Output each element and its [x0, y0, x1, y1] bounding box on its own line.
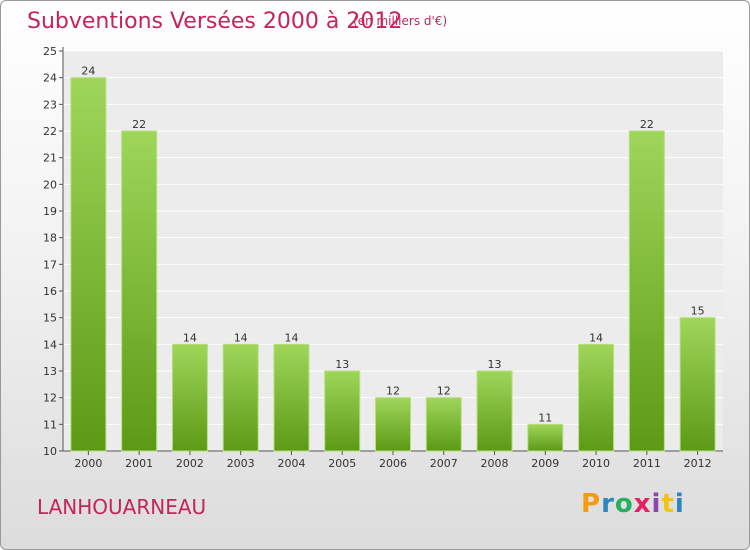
- x-tick-label: 2010: [582, 457, 610, 470]
- x-tick-label: 2012: [684, 457, 712, 470]
- x-tick-label: 2003: [227, 457, 255, 470]
- logo-letter: t: [661, 489, 675, 519]
- bar: [425, 397, 462, 452]
- y-tick-label: 18: [43, 232, 57, 245]
- x-tick-label: 2002: [176, 457, 204, 470]
- y-tick-label: 24: [43, 72, 57, 85]
- x-tick-label: 2005: [328, 457, 356, 470]
- bar: [628, 130, 665, 452]
- logo-letter: r: [601, 489, 615, 519]
- logo-letter: x: [633, 489, 652, 519]
- data-label: 22: [132, 118, 146, 131]
- y-tick-label: 13: [43, 365, 57, 378]
- x-tick-label: 2009: [531, 457, 559, 470]
- bar: [70, 77, 107, 452]
- data-label: 15: [691, 305, 705, 318]
- data-label: 14: [284, 331, 298, 344]
- bar: [324, 370, 361, 452]
- data-label: 14: [234, 331, 248, 344]
- data-label: 11: [538, 411, 552, 424]
- commune-name: LANHOUARNEAU: [37, 495, 207, 519]
- y-tick-label: 25: [43, 45, 57, 58]
- proxiti-logo: Proxiti: [581, 489, 685, 519]
- data-label: 14: [589, 331, 603, 344]
- y-tick-label: 20: [43, 178, 57, 191]
- data-label: 24: [81, 65, 95, 78]
- bar: [121, 130, 158, 452]
- x-tick-label: 2011: [633, 457, 661, 470]
- y-tick-label: 22: [43, 125, 57, 138]
- y-tick-label: 11: [43, 418, 57, 431]
- y-tick-label: 17: [43, 258, 57, 271]
- y-tick-label: 14: [43, 338, 57, 351]
- data-label: 13: [335, 358, 349, 371]
- chart-title: Subventions Versées 2000 à 2012: [27, 9, 403, 34]
- y-tick-label: 16: [43, 285, 57, 298]
- y-tick-label: 21: [43, 152, 57, 165]
- x-tick-label: 2001: [125, 457, 153, 470]
- bar: [273, 343, 310, 452]
- y-tick-label: 15: [43, 312, 57, 325]
- bar: [578, 343, 615, 452]
- data-label: 14: [183, 331, 197, 344]
- logo-letter: i: [651, 489, 662, 519]
- y-tick-label: 12: [43, 392, 57, 405]
- data-label: 13: [488, 358, 502, 371]
- y-tick-label: 23: [43, 98, 57, 111]
- bar: [375, 397, 411, 452]
- bar: [222, 343, 259, 452]
- data-label: 22: [640, 118, 654, 131]
- bar: [171, 343, 208, 452]
- data-label: 12: [437, 385, 451, 398]
- y-tick-label: 19: [43, 205, 57, 218]
- x-tick-label: 2007: [430, 457, 458, 470]
- logo-letter: P: [581, 489, 602, 519]
- logo-letter: o: [614, 489, 634, 519]
- bar: [679, 317, 716, 452]
- x-tick-label: 2000: [74, 457, 102, 470]
- data-label: 12: [386, 385, 400, 398]
- logo-letter: i: [674, 489, 685, 519]
- y-tick-label: 10: [43, 445, 57, 458]
- bar: [527, 423, 564, 452]
- unit-note: (en milliers d'€): [353, 14, 448, 28]
- bar: [476, 370, 513, 452]
- x-tick-label: 2004: [277, 457, 305, 470]
- x-tick-label: 2006: [379, 457, 407, 470]
- x-tick-label: 2008: [481, 457, 509, 470]
